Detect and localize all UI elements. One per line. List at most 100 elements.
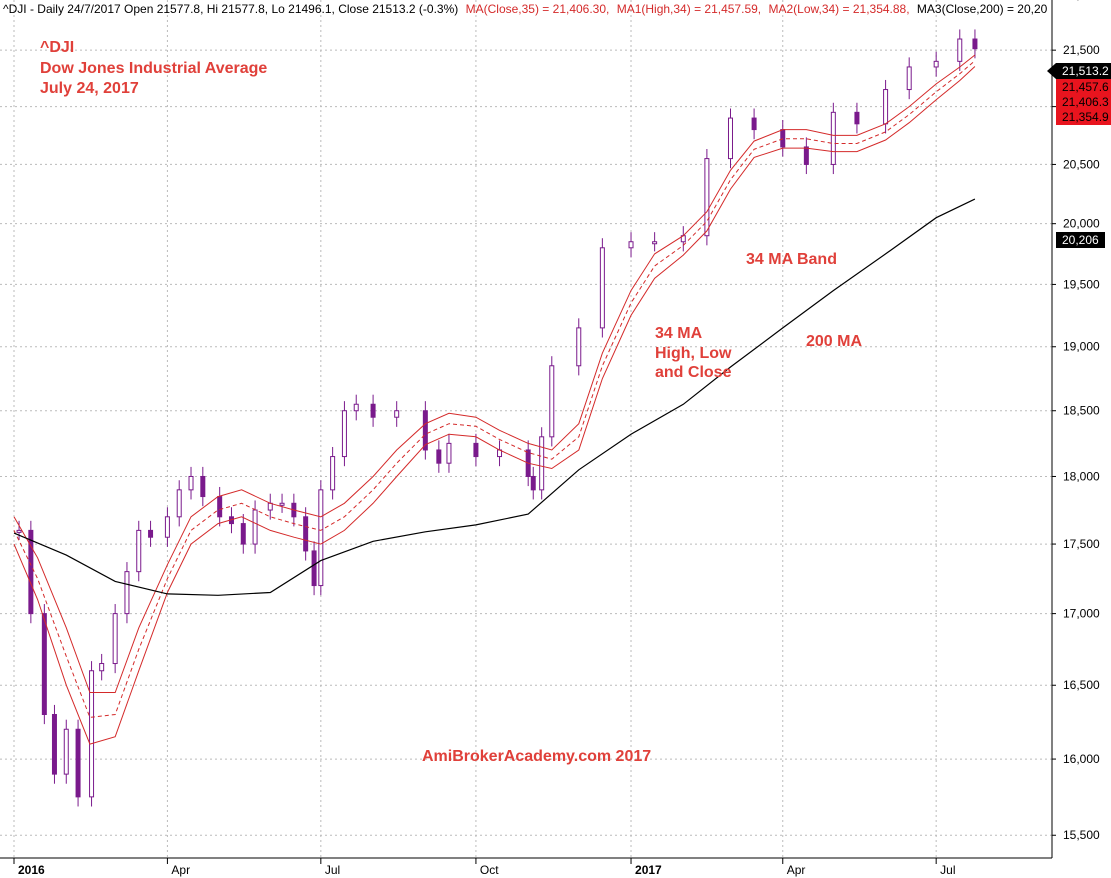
candle-body	[51, 714, 57, 775]
price-tag-ma200: 20,206	[1056, 232, 1105, 248]
candle-body	[136, 529, 142, 573]
annotation-ma34-line3: and Close	[655, 364, 732, 381]
candle-body	[63, 728, 69, 775]
candle-body	[436, 449, 442, 464]
candle-body	[530, 475, 536, 491]
x-gridlines	[13, 0, 937, 858]
candle-body	[318, 489, 324, 587]
price-tag-ma-high: 21,457.6	[1062, 80, 1109, 94]
candle-body	[279, 502, 285, 506]
y-tick-label: 16,000	[1063, 752, 1100, 766]
header-ma1: MA1(High,34) = 21,457.59,	[617, 2, 761, 16]
x-tick-label: Apr	[787, 863, 806, 877]
candle-body	[240, 523, 246, 545]
candle-body	[112, 613, 118, 665]
header-ma2: MA2(Low,34) = 21,354.88,	[768, 2, 909, 16]
price-tag-close: 21,513.2	[1047, 63, 1111, 79]
candle-body	[830, 111, 836, 165]
y-tick-label: 17,500	[1063, 537, 1100, 551]
ma34-high-line	[13, 54, 976, 693]
candle-body	[394, 410, 400, 418]
x-tick-label: Apr	[171, 863, 190, 877]
candle-body	[370, 403, 376, 418]
candle-body	[599, 247, 605, 329]
candle-body	[549, 365, 555, 438]
x-tick-label: Jul	[325, 863, 340, 877]
candle-body	[303, 516, 309, 552]
candle-body	[933, 60, 939, 68]
candle-body	[188, 475, 194, 491]
y-tick-label: 18,500	[1063, 404, 1100, 418]
price-tag-ma-low: 21,354.9	[1062, 110, 1109, 124]
candle-body	[473, 442, 479, 458]
y-tick-label: 21,500	[1063, 43, 1100, 57]
candle-body	[576, 327, 582, 367]
candle-body	[330, 456, 336, 491]
candlestick-series	[16, 29, 978, 807]
annotation-ma34-line1: 34 MA	[655, 325, 703, 342]
annotation-ma200: 200 MA	[806, 333, 862, 350]
ma34-low-line	[13, 66, 976, 745]
candle-body	[217, 496, 223, 518]
price-tag-ma-band: 21,457.6 21,406.3 21,354.9	[1056, 79, 1111, 125]
candle-body	[148, 529, 154, 538]
candle-body	[906, 66, 912, 91]
annotation-ma34-line2: High, Low	[655, 345, 732, 362]
candle-body	[89, 670, 95, 798]
candle-body	[652, 241, 658, 245]
candle-body	[883, 89, 889, 125]
y-tick-label: 17,000	[1063, 607, 1100, 621]
y-tick-label: 20,500	[1063, 157, 1100, 171]
candle-body	[751, 117, 757, 131]
ma35-close-line	[13, 60, 976, 718]
x-axis-labels: 2016 Apr Jul Oct 2017 Apr Jul	[13, 858, 956, 877]
candle-body	[200, 475, 206, 498]
x-tick-label: Oct	[480, 863, 499, 877]
candle-body	[704, 158, 710, 237]
y-tick-label: 16,500	[1063, 678, 1100, 692]
header-quote: ^DJI - Daily 24/7/2017 Open 21577.8, Hi …	[3, 2, 458, 16]
title-ticker: ^DJI	[40, 39, 74, 56]
candle-body	[41, 613, 47, 716]
candle-body	[628, 241, 634, 249]
candle-body	[957, 38, 963, 62]
candle-body	[176, 489, 182, 518]
candle-body	[99, 663, 105, 672]
x-tick-label: 2017	[635, 863, 662, 877]
candle-body	[422, 410, 428, 451]
header-ma3: MA3(Close,200) = 20,20	[917, 2, 1048, 16]
price-tag-ma-mid: 21,406.3	[1062, 95, 1109, 109]
x-tick-label: 2016	[18, 863, 45, 877]
x-tick-label: Jul	[940, 863, 955, 877]
title-name: Dow Jones Industrial Average	[40, 60, 267, 77]
y-tick-label: 18,000	[1063, 469, 1100, 483]
header-line: ^DJI - Daily 24/7/2017 Open 21577.8, Hi …	[3, 2, 1048, 16]
watermark: AmiBrokerAcademy.com 2017	[422, 748, 651, 765]
candle-body	[539, 436, 545, 491]
title-date: July 24, 2017	[40, 80, 139, 97]
y-tick-label: 19,000	[1063, 340, 1100, 354]
y-gridlines	[0, 49, 1052, 836]
candle-body	[353, 403, 359, 412]
y-tick-label: 20,000	[1063, 217, 1100, 231]
candle-body	[341, 410, 347, 458]
price-tag-ma200-text: 20,206	[1062, 233, 1099, 247]
moving-average-lines	[13, 54, 976, 745]
candle-body	[972, 38, 978, 50]
candle-body	[124, 571, 130, 615]
candle-body	[16, 529, 22, 533]
y-tick-label: 15,500	[1063, 828, 1100, 842]
candle-body	[252, 509, 258, 545]
header-ma: MA(Close,35) = 21,406.30,	[466, 2, 610, 16]
candle-body	[267, 502, 273, 511]
candle-body	[803, 146, 809, 165]
annotation-band: 34 MA Band	[746, 251, 837, 268]
ma200-line	[13, 198, 976, 596]
candle-body	[446, 442, 452, 464]
candle-body	[854, 111, 860, 125]
y-tick-label: 19,500	[1063, 277, 1100, 291]
candle-body	[727, 117, 733, 160]
candle-body	[28, 529, 34, 615]
